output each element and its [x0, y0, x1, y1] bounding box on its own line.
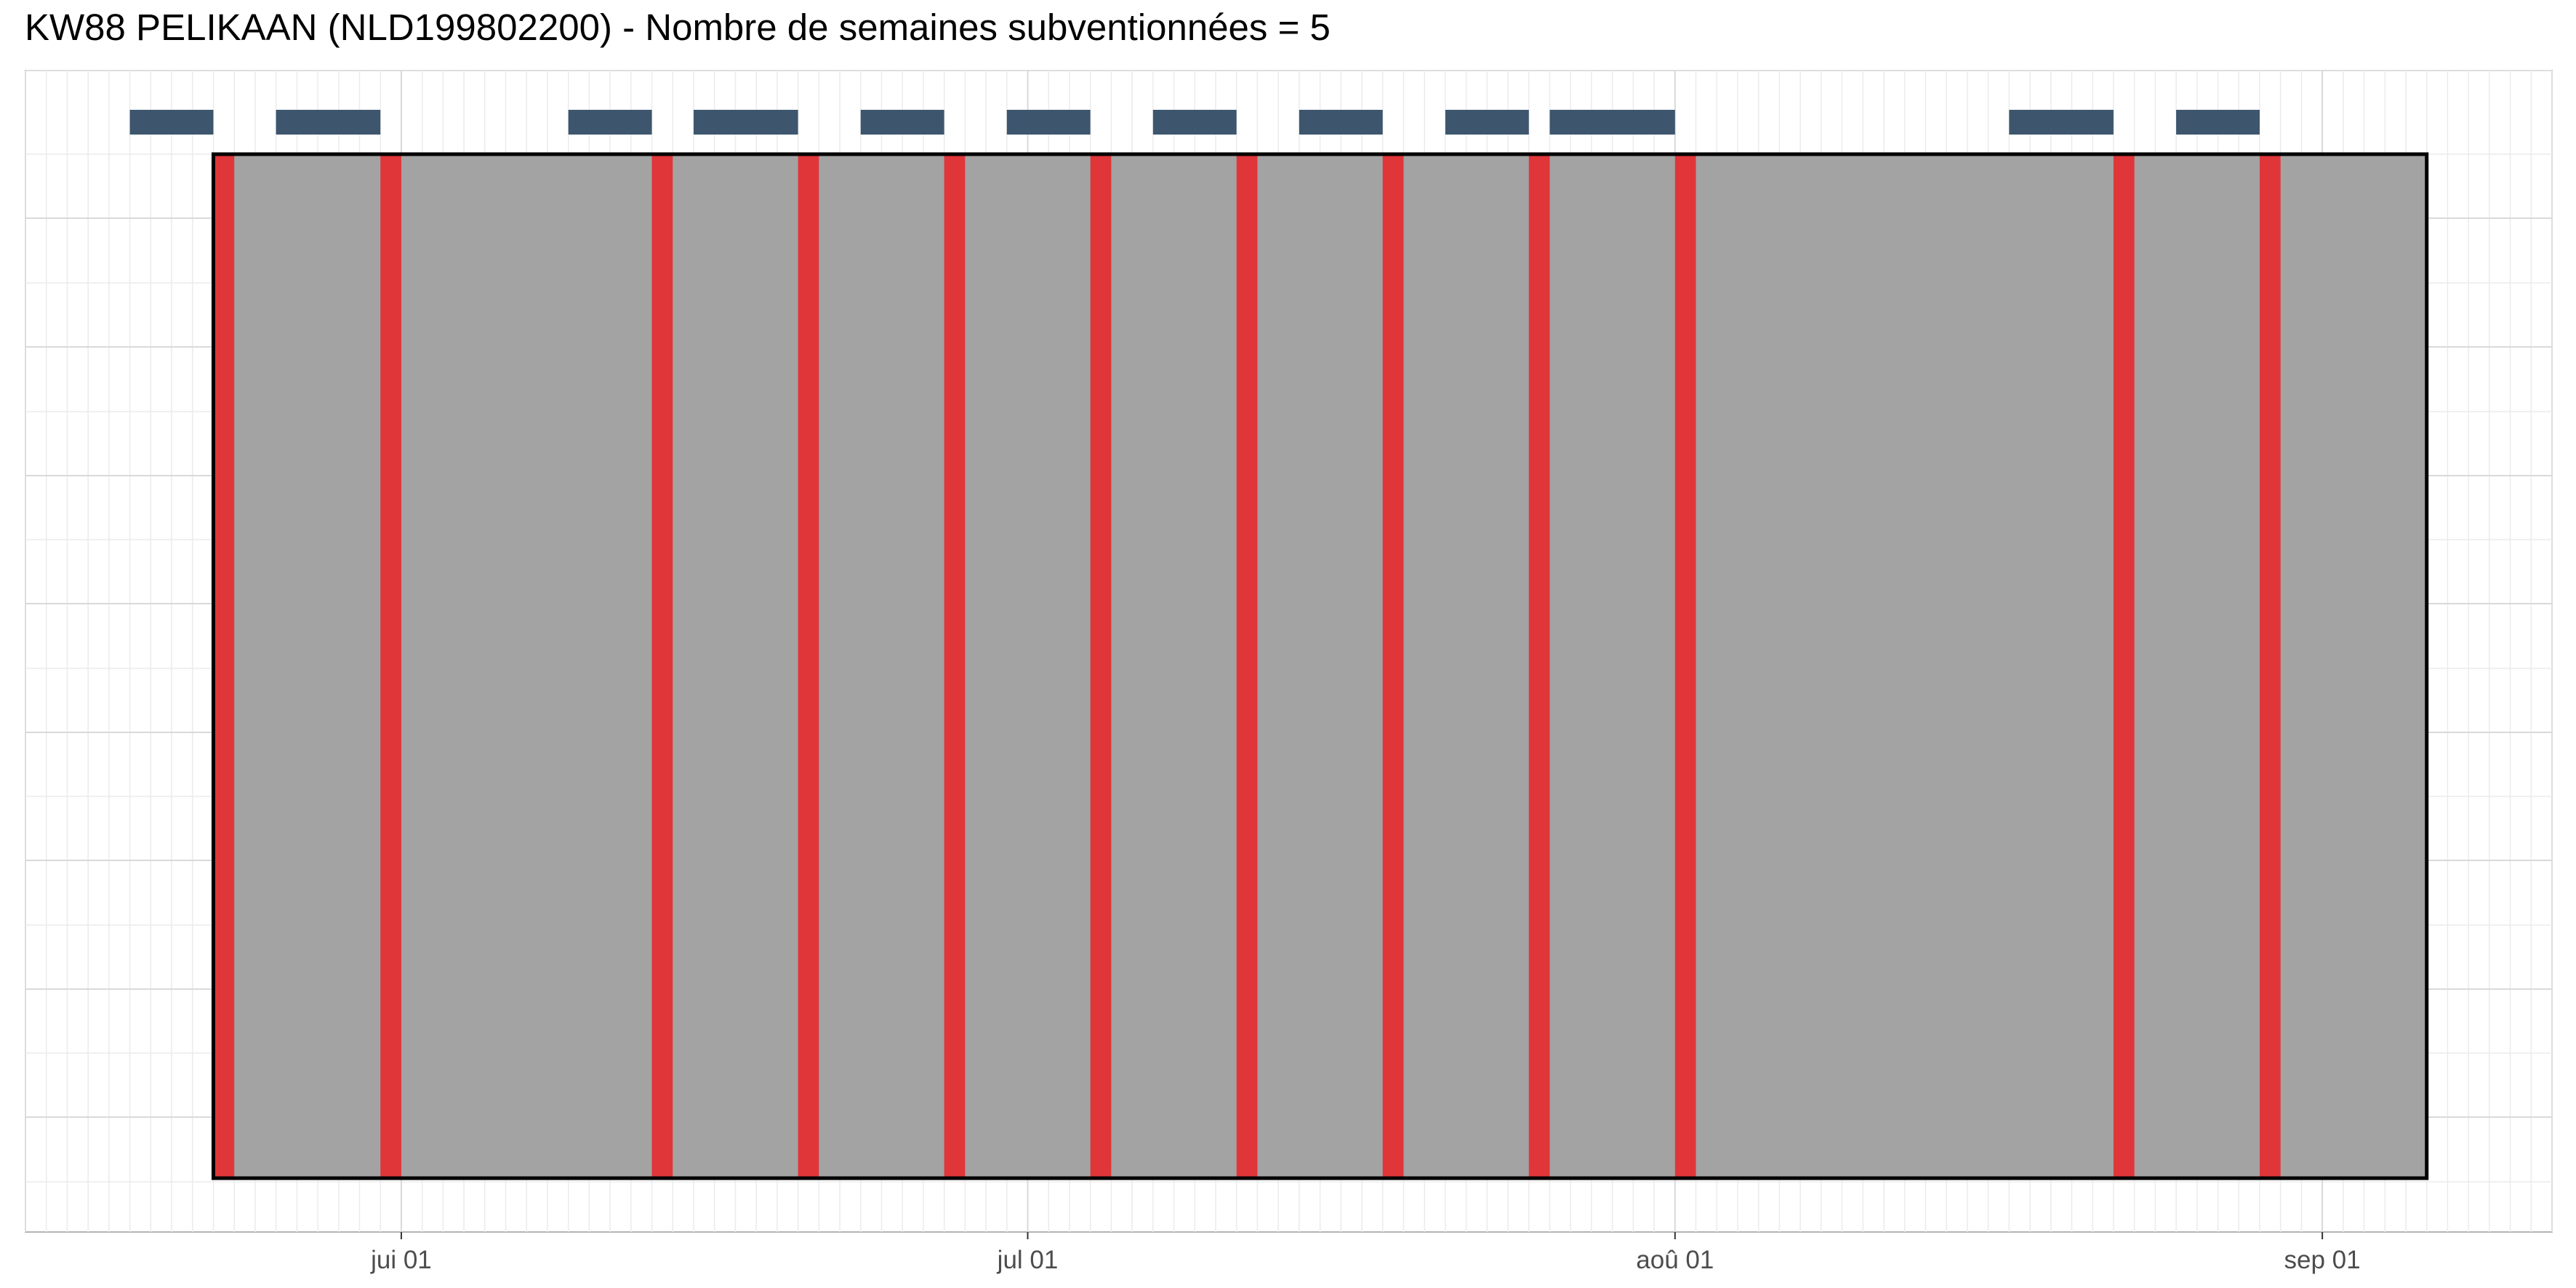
- segment-bar: [1006, 110, 1091, 135]
- period-border-layer: [211, 152, 2429, 1180]
- marker-bar: [1382, 154, 1404, 1178]
- segments-layer: [129, 110, 2260, 135]
- marker-bar: [1236, 154, 1258, 1178]
- marker-bar: [213, 154, 235, 1178]
- markers-layer: [213, 154, 2281, 1178]
- chart-title: KW88 PELIKAAN (NLD199802200) - Nombre de…: [25, 7, 1331, 48]
- segment-bar: [129, 110, 214, 135]
- segment-bar: [2009, 110, 2114, 135]
- segment-bar: [1152, 110, 1237, 135]
- period-layer: [213, 154, 2427, 1178]
- x-tick-label: jui 01: [370, 1246, 432, 1274]
- marker-bar: [2113, 154, 2135, 1178]
- marker-bar: [380, 154, 401, 1178]
- period-border: [211, 152, 2429, 1180]
- marker-bar: [2259, 154, 2281, 1178]
- marker-bar: [944, 154, 966, 1178]
- segment-bar: [1445, 110, 1529, 135]
- segment-bar: [1549, 110, 1675, 135]
- marker-bar: [651, 154, 673, 1178]
- x-tick-label: jul 01: [997, 1246, 1059, 1274]
- segment-bar: [1299, 110, 1383, 135]
- segment-bar: [694, 110, 798, 135]
- segment-bar: [276, 110, 381, 135]
- segment-bar: [2176, 110, 2260, 135]
- marker-bar: [1090, 154, 1112, 1178]
- marker-bar: [1528, 154, 1550, 1178]
- x-axis-ticks: jui 01 jul 01 aoû 01 sep 01: [370, 1232, 2361, 1274]
- marker-bar: [1674, 154, 1696, 1178]
- segment-bar: [860, 110, 944, 135]
- x-tick-label: aoû 01: [1636, 1246, 1714, 1274]
- marker-bar: [798, 154, 819, 1178]
- x-tick-label: sep 01: [2284, 1246, 2361, 1274]
- segment-bar: [568, 110, 652, 135]
- period-rect: [213, 154, 2427, 1178]
